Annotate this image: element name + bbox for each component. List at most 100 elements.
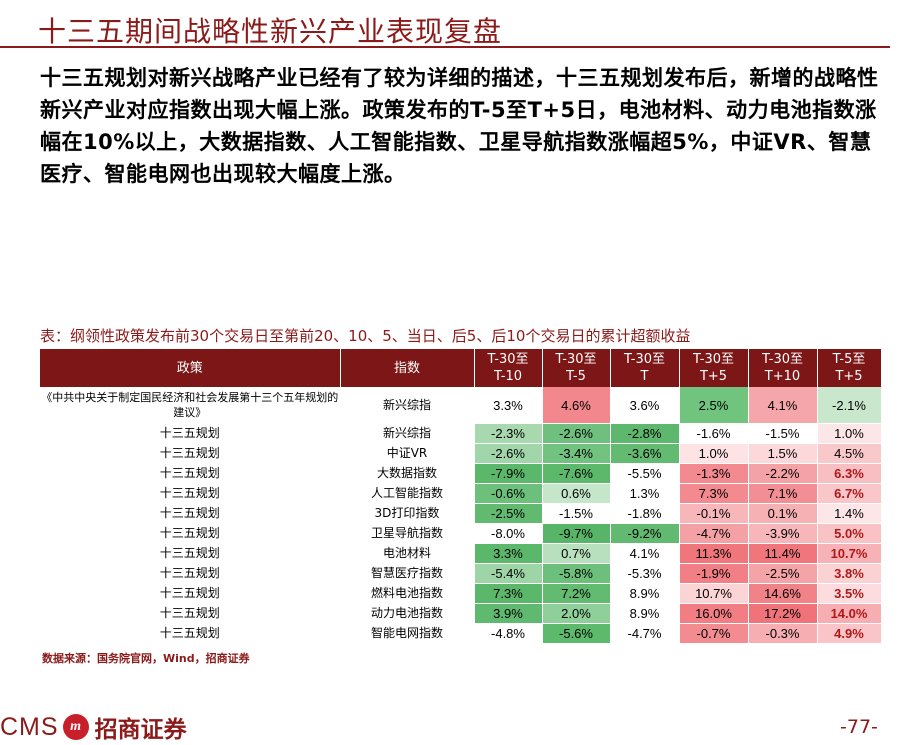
header-t30-t10: T-30至 T-10 [474, 349, 543, 387]
return-value-cell: -1.8% [610, 503, 680, 524]
index-name-cell: 燃料电池指数 [340, 583, 475, 604]
table-header-row: 政策 指数 T-30至 T-10 T-30至 T-5 T-30至 T T-30至 T+5… [40, 349, 882, 387]
header-t30-t: T-30至 T [610, 349, 680, 387]
return-value-cell: 0.6% [542, 483, 611, 504]
table-row: 十三五规划 新兴综指 -2.3% -2.6% -2.8% -1.6% -1.5% 1.0% [40, 423, 882, 444]
return-value-cell: 4.5% [817, 443, 882, 464]
return-value-cell: 7.2% [542, 583, 611, 604]
return-value-cell: 2.5% [679, 387, 749, 424]
logo-emblem-icon: m [62, 714, 89, 740]
return-value-cell: -3.4% [542, 443, 611, 464]
excess-returns-table: 政策 指数 T-30至 T-10 T-30至 T-5 T-30至 T T-30至 T+5… [40, 349, 882, 644]
return-value-cell: 1.3% [610, 483, 680, 504]
return-value-cell: -0.1% [679, 503, 749, 524]
return-value-cell: 7.3% [474, 583, 543, 604]
table-row: 十三五规划 动力电池指数 3.9% 2.0% 8.9% 16.0% 17.2% 14.0% [40, 603, 882, 624]
return-value-cell: 3.9% [474, 603, 543, 624]
index-name-cell: 新兴综指 [340, 423, 475, 444]
return-value-cell: -2.6% [542, 423, 611, 444]
return-value-cell: -5.8% [542, 563, 611, 584]
policy-cell: 十三五规划 [40, 623, 341, 644]
return-value-cell: 1.5% [748, 443, 818, 464]
return-value-cell: 16.0% [679, 603, 749, 624]
index-name-cell: 中证VR [340, 443, 475, 464]
index-name-cell: 3D打印指数 [340, 503, 475, 524]
return-value-cell: 0.1% [748, 503, 818, 524]
policy-cell: 十三五规划 [40, 443, 341, 464]
header-t30-t+5: T-30至 T+5 [679, 349, 749, 387]
return-value-cell: -9.7% [542, 523, 611, 544]
return-value-cell: -5.6% [542, 623, 611, 644]
policy-cell: 十三五规划 [40, 603, 341, 624]
return-value-cell: -9.2% [610, 523, 680, 544]
table-row: 十三五规划 中证VR -2.6% -3.4% -3.6% 1.0% 1.5% 4.5% [40, 443, 882, 464]
policy-cell: 十三五规划 [40, 423, 341, 444]
return-value-cell: 10.7% [679, 583, 749, 604]
table-body: 《中共中央关于制定国民经济和社会发展第十三个五年规划的建议》 新兴综指 3.3% 4.… [40, 387, 882, 644]
header-t30-t+10: T-30至 T+10 [748, 349, 818, 387]
return-value-cell: 3.3% [474, 543, 543, 564]
index-name-cell: 人工智能指数 [340, 483, 475, 504]
company-logo: CMS m 招商证券 [0, 712, 187, 744]
return-value-cell: 3.8% [817, 563, 882, 584]
return-value-cell: 8.9% [610, 583, 680, 604]
policy-cell: 十三五规划 [40, 543, 341, 564]
logo-brand-text: CMS [0, 712, 59, 741]
table-row: 《中共中央关于制定国民经济和社会发展第十三个五年规划的建议》 新兴综指 3.3% 4.… [40, 387, 882, 424]
table-row: 十三五规划 电池材料 3.3% 0.7% 4.1% 11.3% 11.4% 10.7% [40, 543, 882, 564]
return-value-cell: 1.0% [679, 443, 749, 464]
table-row: 十三五规划 智慧医疗指数 -5.4% -5.8% -5.3% -1.9% -2.5% 3.8% [40, 563, 882, 584]
logo-company-name: 招商证券 [94, 717, 187, 743]
index-name-cell: 智慧医疗指数 [340, 563, 475, 584]
return-value-cell: -2.8% [610, 423, 680, 444]
return-value-cell: 2.0% [542, 603, 611, 624]
index-name-cell: 新兴综指 [340, 387, 475, 424]
return-value-cell: 4.6% [542, 387, 611, 424]
return-value-cell: -2.6% [474, 443, 543, 464]
index-name-cell: 大数据指数 [340, 463, 475, 484]
policy-cell: 十三五规划 [40, 563, 341, 584]
intro-paragraph: 十三五规划对新兴战略产业已经有了较为详细的描述，十三五规划发布后，新增的战略性新… [40, 66, 879, 186]
return-value-cell: -0.6% [474, 483, 543, 504]
return-value-cell: 4.9% [817, 623, 882, 644]
return-value-cell: -5.5% [610, 463, 680, 484]
header-index: 指数 [340, 349, 475, 387]
return-value-cell: -5.3% [610, 563, 680, 584]
table-row: 十三五规划 人工智能指数 -0.6% 0.6% 1.3% 7.3% 7.1% 6.7% [40, 483, 882, 504]
return-value-cell: 3.6% [610, 387, 680, 424]
return-value-cell: -4.8% [474, 623, 543, 644]
return-value-cell: 6.7% [817, 483, 882, 504]
index-name-cell: 智能电网指数 [340, 623, 475, 644]
return-value-cell: -5.4% [474, 563, 543, 584]
return-value-cell: 3.3% [474, 387, 543, 424]
return-value-cell: 17.2% [748, 603, 818, 624]
return-value-cell: -1.6% [679, 423, 749, 444]
index-name-cell: 卫星导航指数 [340, 523, 475, 544]
return-value-cell: -0.3% [748, 623, 818, 644]
return-value-cell: 0.7% [542, 543, 611, 564]
index-name-cell: 电池材料 [340, 543, 475, 564]
return-value-cell: -7.9% [474, 463, 543, 484]
return-value-cell: -1.9% [679, 563, 749, 584]
return-value-cell: -7.6% [542, 463, 611, 484]
return-value-cell: 1.4% [817, 503, 882, 524]
return-value-cell: -3.6% [610, 443, 680, 464]
table-row: 十三五规划 3D打印指数 -2.5% -1.5% -1.8% -0.1% 0.1% 1.4% [40, 503, 882, 524]
return-value-cell: -2.5% [474, 503, 543, 524]
policy-cell: 十三五规划 [40, 503, 341, 524]
page-number: -77- [840, 716, 878, 738]
data-source-note: 数据来源：国务院官网，Wind，招商证券 [42, 652, 250, 665]
return-value-cell: 4.1% [610, 543, 680, 564]
return-value-cell: 3.5% [817, 583, 882, 604]
return-value-cell: -4.7% [679, 523, 749, 544]
return-value-cell: -8.0% [474, 523, 543, 544]
header-t30-t5: T-30至 T-5 [542, 349, 611, 387]
return-value-cell: 4.1% [748, 387, 818, 424]
policy-cell: 十三五规划 [40, 483, 341, 504]
return-value-cell: 14.6% [748, 583, 818, 604]
return-value-cell: 7.3% [679, 483, 749, 504]
policy-cell: 十三五规划 [40, 463, 341, 484]
return-value-cell: 7.1% [748, 483, 818, 504]
return-value-cell: -1.5% [542, 503, 611, 524]
policy-cell: 十三五规划 [40, 583, 341, 604]
